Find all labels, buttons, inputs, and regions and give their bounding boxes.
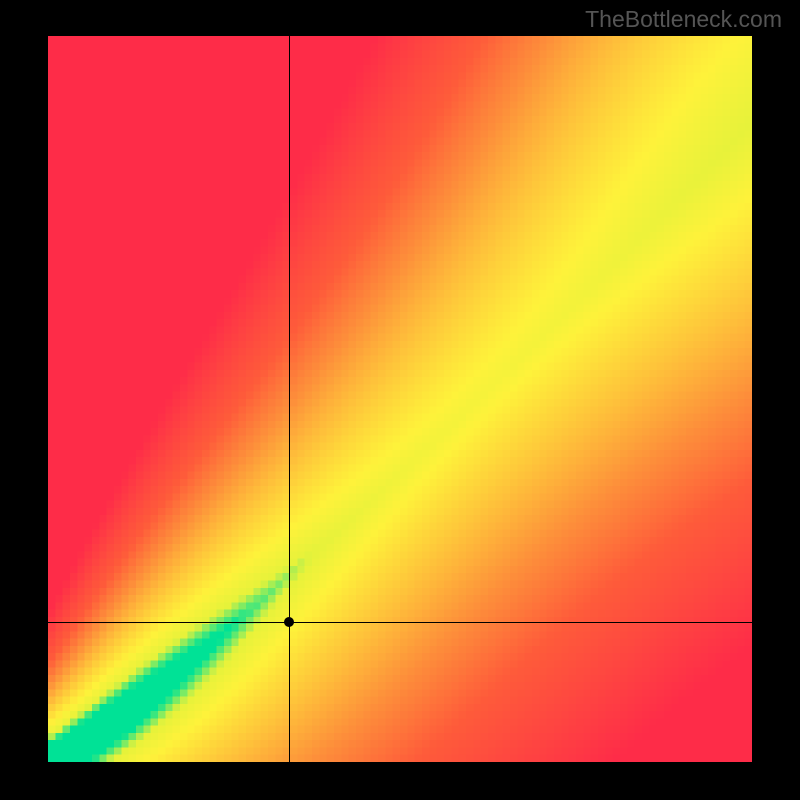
plot-area (48, 36, 752, 762)
crosshair-vertical (289, 36, 290, 762)
chart-frame: TheBottleneck.com (0, 0, 800, 800)
current-point-marker (284, 617, 294, 627)
watermark-text: TheBottleneck.com (585, 6, 782, 33)
crosshair-horizontal (48, 622, 752, 623)
bottleneck-heatmap (48, 36, 752, 762)
